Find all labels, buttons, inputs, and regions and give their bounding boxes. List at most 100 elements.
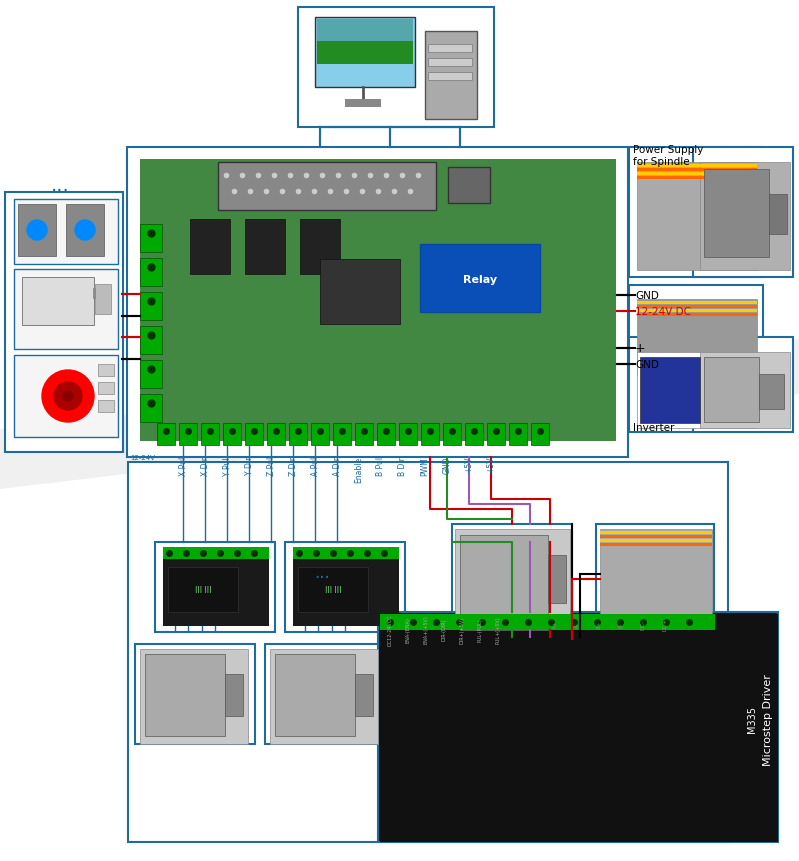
Bar [14,269,118,350]
Bar [155,542,275,632]
Bar [140,394,162,423]
Text: Enable: Enable [355,456,364,482]
Text: +: + [635,342,646,355]
Text: DC12-24VCC: DC12-24VCC [388,614,392,645]
Text: B+: B+ [597,620,602,629]
Bar [637,163,757,270]
Text: A+: A+ [552,620,558,629]
Bar [267,424,285,445]
Text: PUL+(+5V): PUL+(+5V) [495,616,500,643]
Bar [629,338,763,432]
Bar [600,543,712,547]
Bar [428,73,472,81]
Bar [637,300,757,375]
Bar [293,554,399,626]
Bar [355,424,373,445]
Circle shape [75,220,95,241]
Text: ||| |||: ||| ||| [195,585,211,593]
Bar [759,375,784,410]
Circle shape [42,370,94,423]
Text: GND: GND [443,456,451,474]
Bar [140,649,248,744]
Text: 12-24V DC: 12-24V DC [635,307,691,317]
Text: ···: ··· [314,568,330,586]
Bar [425,32,477,120]
Bar [487,424,505,445]
Bar [637,301,757,305]
Text: B Pul: B Pul [376,456,385,475]
Bar [163,548,269,560]
Text: X Pul: X Pul [178,456,188,475]
Text: B-: B- [618,622,623,627]
Bar [201,424,219,445]
Bar [98,400,114,412]
Bar [637,306,757,308]
Bar [600,536,712,538]
Bar [179,424,197,445]
Text: ENA-(ENA): ENA-(ENA) [406,616,411,642]
Bar [14,200,118,264]
Bar [311,424,329,445]
Bar [637,313,757,317]
Text: ||| |||: ||| ||| [324,585,341,593]
Bar [275,654,355,736]
Bar [157,424,175,445]
Bar [317,20,413,65]
Bar [399,424,417,445]
Bar [428,59,472,67]
Bar [293,554,399,626]
Bar [245,424,263,445]
Text: PUL-(PUL): PUL-(PUL) [478,617,483,641]
Text: DC+: DC+ [662,618,667,630]
Text: Y Pul: Y Pul [222,456,232,475]
Bar [298,8,494,127]
Bar [380,614,715,630]
Bar [223,424,241,445]
Bar [637,177,757,180]
Bar [140,326,162,355]
Bar [145,654,225,736]
Bar [317,20,413,42]
Bar [135,644,255,744]
Bar [140,160,616,442]
Circle shape [63,392,73,401]
Bar [190,220,230,275]
Text: B Dir: B Dir [399,456,407,475]
Bar [333,424,351,445]
Bar [315,18,415,88]
Bar [531,424,549,445]
Bar [600,530,712,622]
Bar [98,364,114,376]
Text: Z Pul: Z Pul [267,456,276,475]
Text: M335: M335 [747,706,757,733]
Bar [380,614,778,842]
Bar [693,338,793,432]
Text: Power Supply
for Spindle: Power Supply for Spindle [633,145,703,166]
Bar [629,286,763,381]
Text: GND: GND [635,291,659,300]
Polygon shape [0,339,799,489]
Bar [443,424,461,445]
Text: DIR-(DIR): DIR-(DIR) [442,618,447,641]
Bar [465,424,483,445]
Text: ...: ... [50,176,70,195]
Bar [18,205,56,257]
Bar [460,536,548,630]
Bar [140,293,162,320]
Bar [128,462,728,842]
Text: A Dir: A Dir [332,456,341,475]
Text: Z Dir: Z Dir [288,456,297,475]
Text: PWM: PWM [420,456,430,475]
Bar [320,260,400,325]
Bar [300,220,340,275]
Bar [769,195,787,235]
Bar [421,424,439,445]
Bar [168,567,238,612]
Bar [140,361,162,388]
Bar [127,148,628,457]
Bar [637,173,757,176]
Bar [385,619,771,835]
Bar [270,649,378,744]
Bar [704,170,769,257]
Bar [98,382,114,394]
